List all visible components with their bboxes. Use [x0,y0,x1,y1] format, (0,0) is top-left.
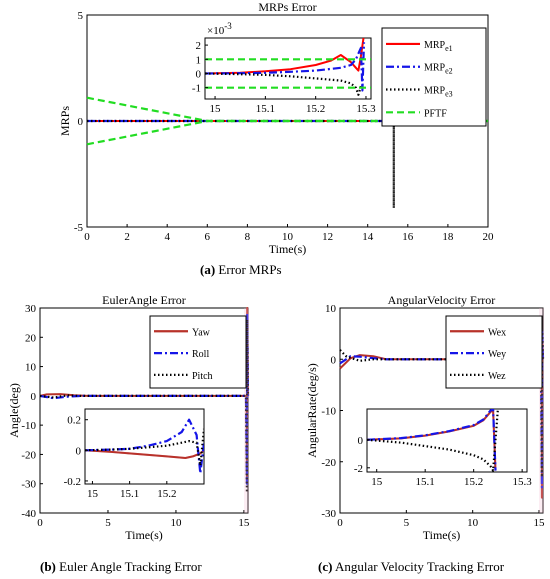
chart-b-title: EulerAngle Error [102,293,186,307]
chart-c-ytick-label: 10 [325,303,337,315]
chart-b-inset-ytick-label: -0.2 [64,476,81,488]
chart-c-ytick-label: 0 [331,354,337,366]
chart-a-xtick-label: 10 [282,231,294,243]
chart-c-inset-ytick-label: 0 [358,435,364,447]
chart-a-xtick-label: 16 [402,231,414,243]
chart-b-ylabel: Angle(deg) [7,383,21,438]
chart-c-inset-xtick-label: 15 [371,476,383,488]
chart-b-inset-xtick-label: 15.1 [120,488,139,500]
chart-a-xtick-label: 18 [442,231,454,243]
chart-c-ytick-label: -20 [321,457,336,469]
chart-c-xtick-label: 15 [534,517,546,529]
chart-b-xtick-label: 15 [238,517,250,529]
chart-c-legend-label: Wey [488,349,506,360]
chart-c-legend-label: Wez [488,371,506,382]
chart-c-ytick-label: -30 [321,508,336,520]
chart-c-inset-xtick-label: 15.2 [464,476,483,488]
chart-b-legend-label: Roll [192,349,209,360]
chart-b-inset-ytick-label: 0 [76,445,82,457]
chart-b-ytick-label: 10 [25,362,37,374]
chart-a-ytick-label: 5 [78,10,84,22]
chart-a-ylabel: MRPs [58,106,72,136]
chart-c-xtick-label: 10 [467,517,479,529]
chart-a-inset-xtick-label: 15 [210,103,222,115]
chart-b: EulerAngle Error Time(s) Angle(deg) 0 5 10 15 3… [7,293,250,542]
chart-a-inset-xtick-label: 15.2 [306,103,325,115]
chart-a-ytick-label: -5 [74,222,84,234]
chart-a-inset-exponent: ×10-3 [207,21,232,37]
caption-c: (c) Angular Velocity Tracking Error [318,559,504,575]
chart-b-xlabel: Time(s) [125,528,163,542]
chart-b-legend: Yaw Roll Pitch [150,316,246,388]
chart-b-legend-label: Pitch [192,371,213,382]
chart-a-xlabel: Time(s) [269,242,307,256]
chart-c-ytick-label: -10 [321,406,336,418]
chart-c-ylabel: AngularRate(deg/s) [305,363,319,458]
chart-c-inset: 15 15.1 15.2 15.3 0 -2 [354,409,532,488]
chart-a-xtick-label: 2 [124,231,130,243]
chart-c-inset-xtick-label: 15.3 [513,476,533,488]
chart-b-ytick-label: -20 [21,449,36,461]
chart-a-xtick-label: 20 [483,231,495,243]
chart-c: AngularVelocity Error Time(s) AngularRate(… [305,293,545,542]
chart-a-xtick-label: 14 [362,231,374,243]
chart-b-legend-label: Yaw [192,327,211,338]
chart-a-title: MRPs Error [258,0,316,14]
chart-b-inset: 15 15.1 15.2 0.2 0 -0.2 [64,409,204,500]
chart-a-inset-ytick-label: 0 [196,68,202,80]
chart-a-inset: 15 15.1 15.2 15.3 -1 0 1 2 ×10-3 [192,21,376,115]
chart-a-legend-label: PFTF [424,108,447,119]
chart-c-xtick-label: 5 [404,517,410,529]
chart-a-legend: MRPe1 MRPe2 MRPe3 PFTF [382,28,486,126]
chart-b-ytick-label: 0 [31,391,37,403]
chart-c-title: AngularVelocity Error [388,293,496,307]
chart-b-ytick-label: 30 [25,303,37,315]
chart-c-xtick-label: 0 [337,517,343,529]
chart-b-xtick-label: 0 [37,517,43,529]
chart-b-ytick-label: -30 [21,479,36,491]
chart-b-ytick-label: -10 [21,420,36,432]
chart-a-xtick-label: 8 [245,231,251,243]
chart-a-inset-ytick-label: 2 [196,40,202,52]
chart-c-inset-box [367,409,527,472]
chart-b-xtick-label: 10 [170,517,182,529]
chart-c-inset-ytick-label: -2 [354,463,363,475]
caption-b: (b) Euler Angle Tracking Error [40,559,202,575]
chart-b-ytick-label: -40 [21,508,36,520]
chart-a-series-mrp [87,121,394,208]
chart-a-xtick-label: 4 [164,231,170,243]
chart-c-legend: Wex Wey Wez [446,316,542,388]
chart-a-inset-ytick-label: -1 [192,83,201,95]
chart-c-legend-label: Wex [488,327,506,338]
chart-c-xlabel: Time(s) [423,528,461,542]
chart-b-inset-xtick-label: 15 [87,488,99,500]
chart-a-inset-xtick-label: 15.1 [256,103,275,115]
chart-b-xtick-label: 5 [105,517,111,529]
chart-a-xtick-label: 12 [322,231,333,243]
chart-a-inset-xtick-label: 15.3 [356,103,376,115]
chart-b-ytick-label: 20 [25,332,37,344]
chart-c-inset-xtick-label: 15.1 [416,476,435,488]
chart-a-xtick-label: 0 [84,231,90,243]
chart-b-inset-xtick-label: 15.2 [157,488,176,500]
caption-a: (a) Error MRPs [200,262,282,278]
chart-b-inset-ytick-label: 0.2 [67,415,81,427]
chart-a-inset-ytick-label: 1 [196,54,202,66]
chart-a-xtick-label: 6 [205,231,211,243]
chart-a-ytick-label: 0 [78,116,84,128]
